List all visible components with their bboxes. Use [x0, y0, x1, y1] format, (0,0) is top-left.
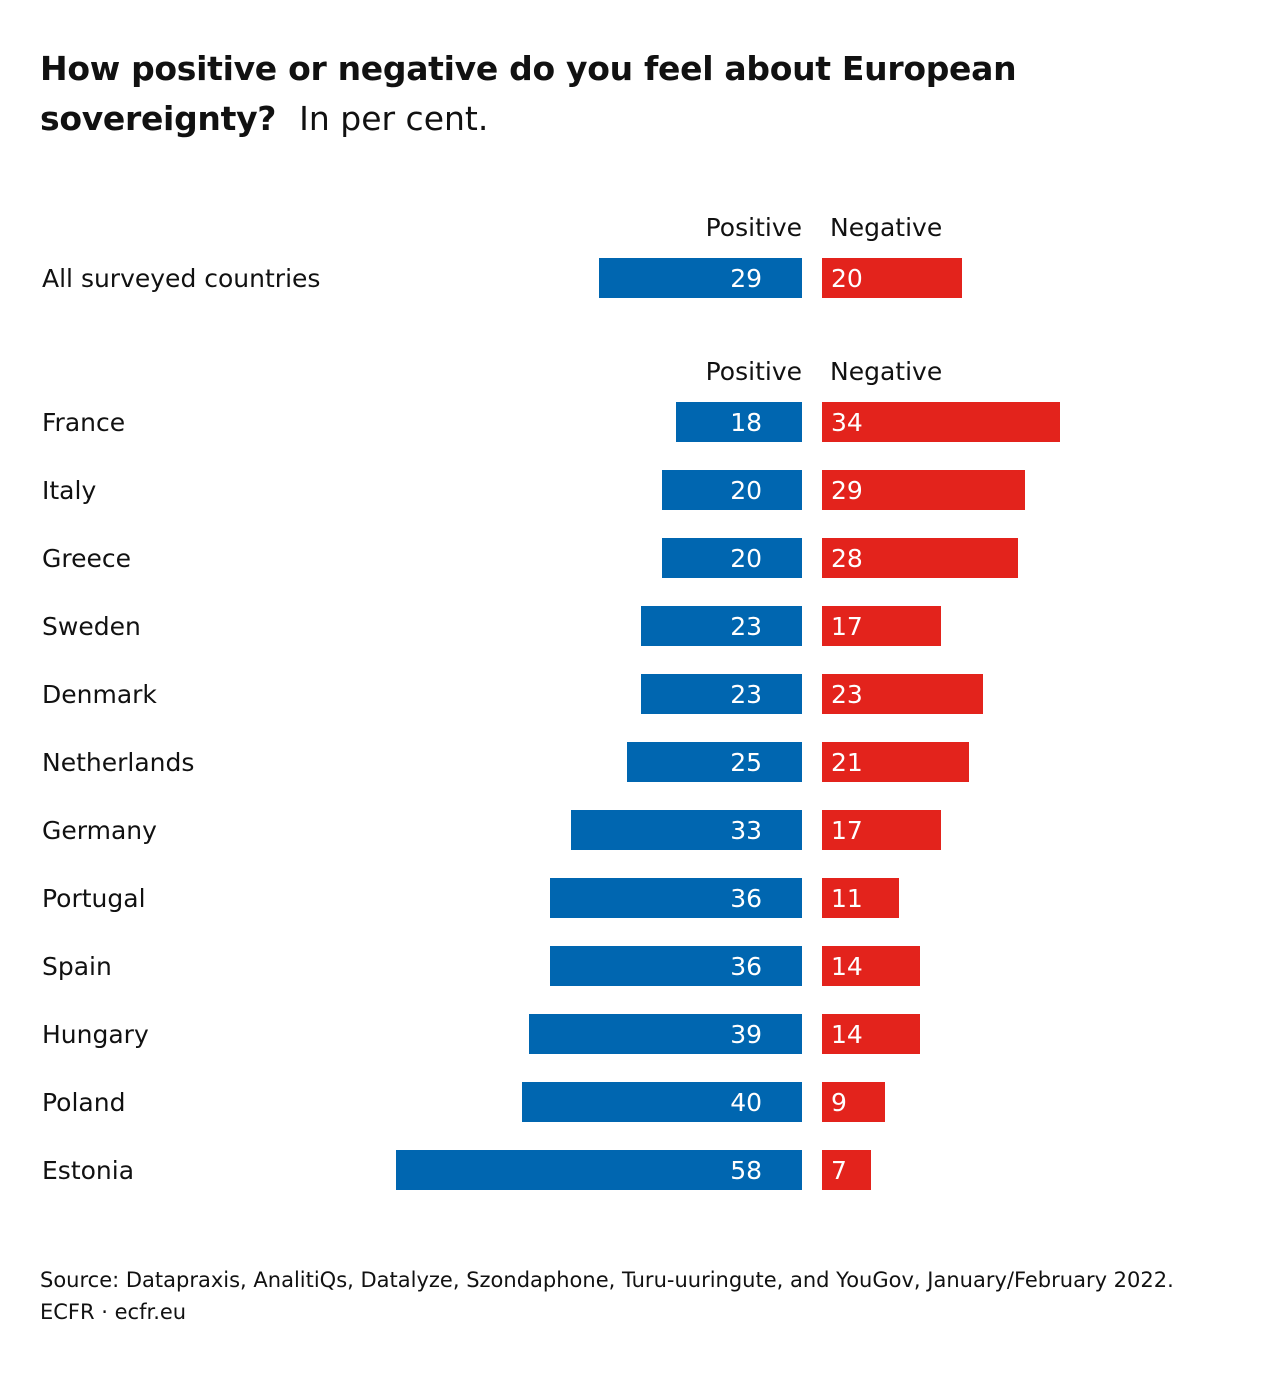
- bar-positive-italy: [662, 470, 802, 510]
- bar-negative-germany: [822, 810, 941, 850]
- value-label-negative-spain: 14: [831, 952, 863, 981]
- category-label-italy: Italy: [42, 476, 96, 505]
- value-label-positive-netherlands: 25: [730, 748, 762, 777]
- chart-title: How positive or negative do you feel abo…: [40, 44, 1240, 144]
- bar-negative-greece: [822, 538, 1018, 578]
- value-label-positive-germany: 33: [730, 816, 762, 845]
- chart-title-unit: In per cent.: [299, 99, 489, 138]
- category-label-portugal: Portugal: [42, 884, 146, 913]
- category-label-sweden: Sweden: [42, 612, 141, 641]
- source-text: Source: Datapraxis, AnalitiQs, Datalyze,…: [40, 1268, 1174, 1292]
- category-label-germany: Germany: [42, 816, 157, 845]
- bar-negative-all-surveyed-countries: [822, 258, 962, 298]
- bar-positive-sweden: [641, 606, 802, 646]
- bar-negative-portugal: [822, 878, 899, 918]
- value-label-positive-portugal: 36: [730, 884, 762, 913]
- category-label-spain: Spain: [42, 952, 112, 981]
- value-label-positive-italy: 20: [730, 476, 762, 505]
- bar-positive-denmark: [641, 674, 802, 714]
- bar-positive-portugal: [550, 878, 802, 918]
- publisher-credit: ECFR · ecfr.eu: [40, 1300, 187, 1324]
- value-label-positive-hungary: 39: [730, 1020, 762, 1049]
- value-label-positive-poland: 40: [730, 1088, 762, 1117]
- legend-negative: Negative: [830, 357, 942, 386]
- value-label-negative-all-surveyed-countries: 20: [831, 264, 863, 293]
- category-label-hungary: Hungary: [42, 1020, 149, 1049]
- bar-negative-poland: [822, 1082, 885, 1122]
- legend-negative: Negative: [830, 213, 942, 242]
- value-label-positive-denmark: 23: [730, 680, 762, 709]
- value-label-negative-hungary: 14: [831, 1020, 863, 1049]
- value-label-positive-spain: 36: [730, 952, 762, 981]
- value-label-negative-italy: 29: [831, 476, 863, 505]
- bar-negative-estonia: [822, 1150, 871, 1190]
- value-label-positive-france: 18: [730, 408, 762, 437]
- bar-positive-estonia: [396, 1150, 802, 1190]
- bar-negative-italy: [822, 470, 1025, 510]
- bar-negative-denmark: [822, 674, 983, 714]
- bar-positive-all-surveyed-countries: [599, 258, 802, 298]
- category-label-france: France: [42, 408, 125, 437]
- value-label-positive-all-surveyed-countries: 29: [730, 264, 762, 293]
- value-label-positive-greece: 20: [730, 544, 762, 573]
- bar-negative-france: [822, 402, 1060, 442]
- category-label-netherlands: Netherlands: [42, 748, 194, 777]
- bar-negative-spain: [822, 946, 920, 986]
- bar-positive-netherlands: [627, 742, 802, 782]
- value-label-negative-portugal: 11: [831, 884, 863, 913]
- bar-positive-poland: [522, 1082, 802, 1122]
- value-label-positive-estonia: 58: [730, 1156, 762, 1185]
- value-label-negative-netherlands: 21: [831, 748, 863, 777]
- category-label-greece: Greece: [42, 544, 131, 573]
- category-label-all-surveyed-countries: All surveyed countries: [42, 264, 320, 293]
- chart-title-bold: How positive or negative do you feel abo…: [40, 49, 1017, 138]
- value-label-negative-france: 34: [831, 408, 863, 437]
- category-label-denmark: Denmark: [42, 680, 157, 709]
- bar-negative-hungary: [822, 1014, 920, 1054]
- value-label-negative-greece: 28: [831, 544, 863, 573]
- bar-positive-greece: [662, 538, 802, 578]
- source-note: Source: Datapraxis, AnalitiQs, Datalyze,…: [40, 1264, 1174, 1328]
- value-label-negative-denmark: 23: [831, 680, 863, 709]
- bar-positive-spain: [550, 946, 802, 986]
- value-label-negative-germany: 17: [831, 816, 863, 845]
- value-label-positive-sweden: 23: [730, 612, 762, 641]
- bar-negative-sweden: [822, 606, 941, 646]
- value-label-negative-poland: 9: [831, 1088, 847, 1117]
- bar-positive-france: [676, 402, 802, 442]
- bar-positive-germany: [571, 810, 802, 850]
- category-label-poland: Poland: [42, 1088, 125, 1117]
- bar-positive-hungary: [529, 1014, 802, 1054]
- legend-positive: Positive: [706, 213, 802, 242]
- category-label-estonia: Estonia: [42, 1156, 134, 1185]
- legend-positive: Positive: [706, 357, 802, 386]
- bar-negative-netherlands: [822, 742, 969, 782]
- value-label-negative-estonia: 7: [831, 1156, 847, 1185]
- value-label-negative-sweden: 17: [831, 612, 863, 641]
